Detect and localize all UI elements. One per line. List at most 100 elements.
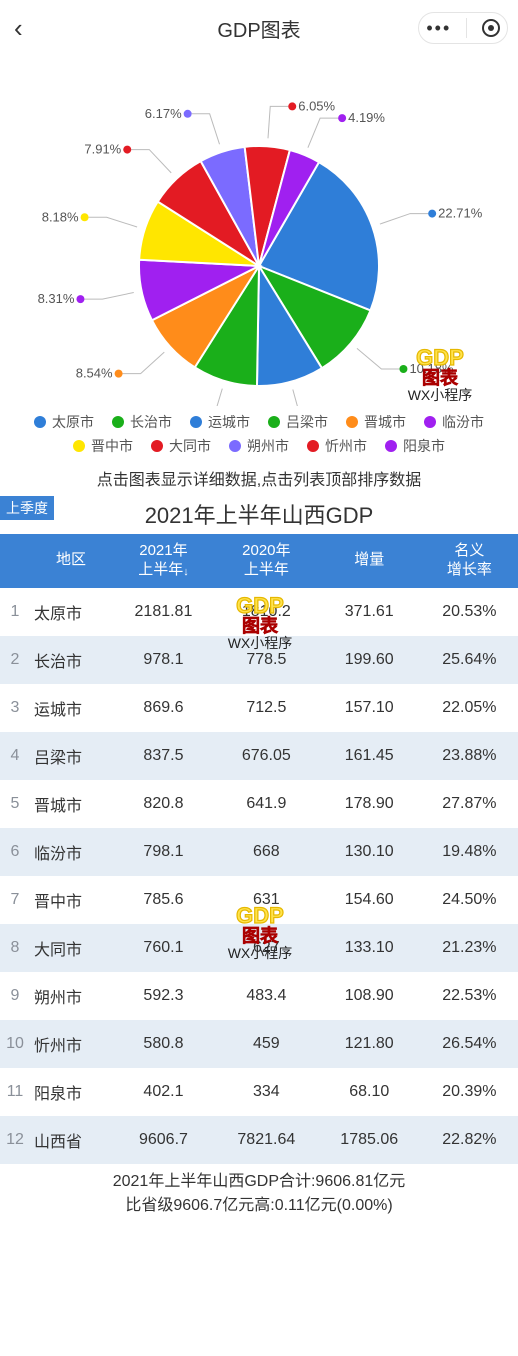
value-2020: 459 <box>215 1020 318 1068</box>
legend-item[interactable]: 太原市 <box>34 412 94 432</box>
legend-swatch <box>112 416 124 428</box>
legend-item[interactable]: 长治市 <box>112 412 172 432</box>
legend-item[interactable]: 阳泉市 <box>385 436 445 456</box>
value-2020: 631 <box>215 876 318 924</box>
table-row[interactable]: 2长治市978.1778.5199.6025.64% <box>0 636 518 684</box>
table-row[interactable]: 8大同市760.1627133.1021.23% <box>0 924 518 972</box>
row-index: 8 <box>0 924 30 972</box>
legend-swatch <box>229 440 241 452</box>
value-rate: 26.54% <box>421 1020 518 1068</box>
legend-swatch <box>73 440 85 452</box>
legend-item[interactable]: 朔州市 <box>229 436 289 456</box>
slice-label: 10.18% <box>409 361 454 376</box>
legend-item[interactable]: 吕梁市 <box>268 412 328 432</box>
table-row[interactable]: 9朔州市592.3483.4108.9022.53% <box>0 972 518 1020</box>
column-header[interactable]: 增量 <box>318 534 421 588</box>
value-increase: 133.10 <box>318 924 421 972</box>
value-2021: 9606.7 <box>112 1116 215 1164</box>
table-row[interactable]: 6临汾市798.1668130.1019.48% <box>0 828 518 876</box>
hint-text: 点击图表显示详细数据,点击列表顶部排序数据 <box>0 460 518 494</box>
table-row[interactable]: 10忻州市580.8459121.8026.54% <box>0 1020 518 1068</box>
value-2020: 483.4 <box>215 972 318 1020</box>
slice-label: 6.05% <box>298 98 335 113</box>
slice-label: 8.31% <box>38 291 75 306</box>
legend-label: 忻州市 <box>325 436 367 456</box>
legend-item[interactable]: 忻州市 <box>307 436 367 456</box>
footer-line-1: 2021年上半年山西GDP合计:9606.81亿元 <box>0 1170 518 1194</box>
value-increase: 121.80 <box>318 1020 421 1068</box>
legend-item[interactable]: 晋中市 <box>73 436 133 456</box>
table-row[interactable]: 11阳泉市402.133468.1020.39% <box>0 1068 518 1116</box>
pie-chart-area: 22.71%10.18%9.05%8.72%8.54%8.31%8.18%7.9… <box>0 56 518 460</box>
legend-label: 太原市 <box>52 412 94 432</box>
legend-label: 晋中市 <box>91 436 133 456</box>
table-row[interactable]: 1太原市2181.811810.2371.6120.53% <box>0 588 518 636</box>
table-row[interactable]: 12山西省9606.77821.641785.0622.82% <box>0 1116 518 1164</box>
value-rate: 22.53% <box>421 972 518 1020</box>
region-name: 运城市 <box>30 684 112 732</box>
value-2021: 2181.81 <box>112 588 215 636</box>
value-2020: 676.05 <box>215 732 318 780</box>
region-name: 吕梁市 <box>30 732 112 780</box>
value-rate: 20.53% <box>421 588 518 636</box>
value-increase: 199.60 <box>318 636 421 684</box>
slice-label: 6.17% <box>145 106 182 121</box>
legend-item[interactable]: 大同市 <box>151 436 211 456</box>
column-header[interactable]: 名义增长率 <box>421 534 518 588</box>
legend-swatch <box>34 416 46 428</box>
legend-item[interactable]: 晋城市 <box>346 412 406 432</box>
value-increase: 154.60 <box>318 876 421 924</box>
value-2020: 668 <box>215 828 318 876</box>
table-row[interactable]: 7晋中市785.6631154.6024.50% <box>0 876 518 924</box>
value-rate: 19.48% <box>421 828 518 876</box>
column-header[interactable]: 2020年上半年 <box>215 534 318 588</box>
value-2020: 712.5 <box>215 684 318 732</box>
value-rate: 27.87% <box>421 780 518 828</box>
region-name: 长治市 <box>30 636 112 684</box>
column-header[interactable]: 2021年上半年↓ <box>112 534 215 588</box>
value-2020: 627 <box>215 924 318 972</box>
back-icon[interactable]: ‹ <box>14 13 23 44</box>
region-name: 晋城市 <box>30 780 112 828</box>
region-name: 朔州市 <box>30 972 112 1020</box>
row-index: 12 <box>0 1116 30 1164</box>
table-title: 2021年上半年山西GDP <box>145 503 374 528</box>
slice-label: 8.54% <box>76 366 113 381</box>
chart-legend: 太原市长治市运城市吕梁市晋城市临汾市晋中市大同市朔州市 忻州市阳泉市 <box>0 406 518 460</box>
row-index: 11 <box>0 1068 30 1116</box>
slice-label: 8.18% <box>42 209 79 224</box>
row-index: 10 <box>0 1020 30 1068</box>
table-header-row[interactable]: 地区2021年上半年↓2020年上半年增量名义增长率 <box>0 534 518 588</box>
value-2020: 7821.64 <box>215 1116 318 1164</box>
value-2021: 592.3 <box>112 972 215 1020</box>
value-increase: 161.45 <box>318 732 421 780</box>
slice-label: 4.19% <box>348 110 385 125</box>
prev-quarter-button[interactable]: 上季度 <box>0 496 54 520</box>
value-2021: 580.8 <box>112 1020 215 1068</box>
value-rate: 22.05% <box>421 684 518 732</box>
mini-program-capsule: ••• <box>418 12 508 44</box>
region-name: 阳泉市 <box>30 1068 112 1116</box>
legend-swatch <box>385 440 397 452</box>
table-row[interactable]: 3运城市869.6712.5157.1022.05% <box>0 684 518 732</box>
value-2021: 869.6 <box>112 684 215 732</box>
value-2020: 334 <box>215 1068 318 1116</box>
row-index: 1 <box>0 588 30 636</box>
table-row[interactable]: 5晋城市820.8641.9178.9027.87% <box>0 780 518 828</box>
legend-swatch <box>151 440 163 452</box>
legend-swatch <box>268 416 280 428</box>
legend-item[interactable]: 运城市 <box>190 412 250 432</box>
row-index: 4 <box>0 732 30 780</box>
legend-swatch <box>190 416 202 428</box>
close-icon[interactable] <box>482 19 500 37</box>
slice-label: 22.71% <box>438 206 483 221</box>
row-index: 7 <box>0 876 30 924</box>
pie-chart[interactable]: 22.71%10.18%9.05%8.72%8.54%8.31%8.18%7.9… <box>0 66 518 406</box>
region-name: 太原市 <box>30 588 112 636</box>
legend-item[interactable]: 临汾市 <box>424 412 484 432</box>
column-header[interactable]: 地区 <box>30 534 112 588</box>
menu-icon[interactable]: ••• <box>426 19 451 37</box>
value-2021: 798.1 <box>112 828 215 876</box>
table-row[interactable]: 4吕梁市837.5676.05161.4523.88% <box>0 732 518 780</box>
table-section-header: 上季度 2021年上半年山西GDP <box>0 494 518 534</box>
